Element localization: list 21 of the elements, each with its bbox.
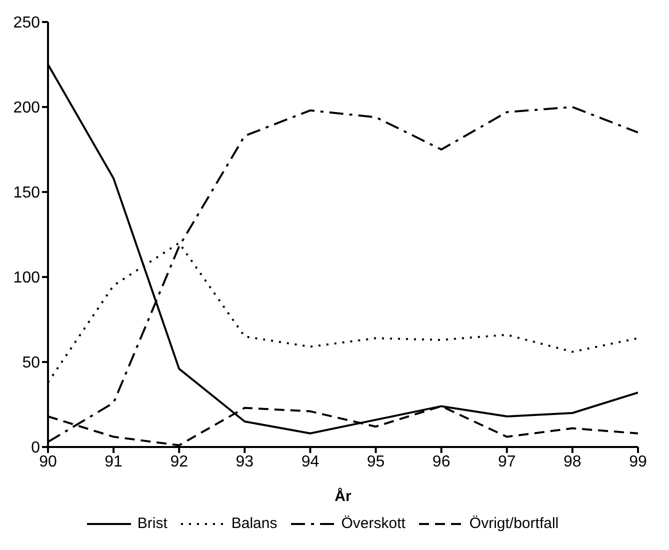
x-axis-title: År [334,487,352,505]
x-tick-label: 92 [170,453,188,470]
x-tick-label: 90 [39,453,57,470]
y-tick-label: 150 [13,184,40,202]
x-tick-label: 96 [432,453,450,470]
y-tick-label: 0 [31,440,40,457]
legend-label: Övrigt/bortfall [469,515,559,532]
legend-label: Brist [137,515,168,532]
legend-label: Balans [231,515,278,532]
x-tick-label: 94 [301,453,320,470]
x-tick-label: 93 [236,453,254,470]
x-tick-label: 95 [366,453,385,470]
legend-label: Överskott [341,515,406,532]
y-tick-label: 100 [13,270,40,287]
y-tick-label: 50 [22,354,40,372]
y-tick-label: 250 [13,14,40,32]
x-tick-label: 97 [498,453,516,470]
x-tick-label: 99 [629,453,647,470]
x-tick-label: 91 [104,453,123,470]
y-tick-label: 200 [13,100,40,117]
x-tick-label: 98 [564,453,582,470]
